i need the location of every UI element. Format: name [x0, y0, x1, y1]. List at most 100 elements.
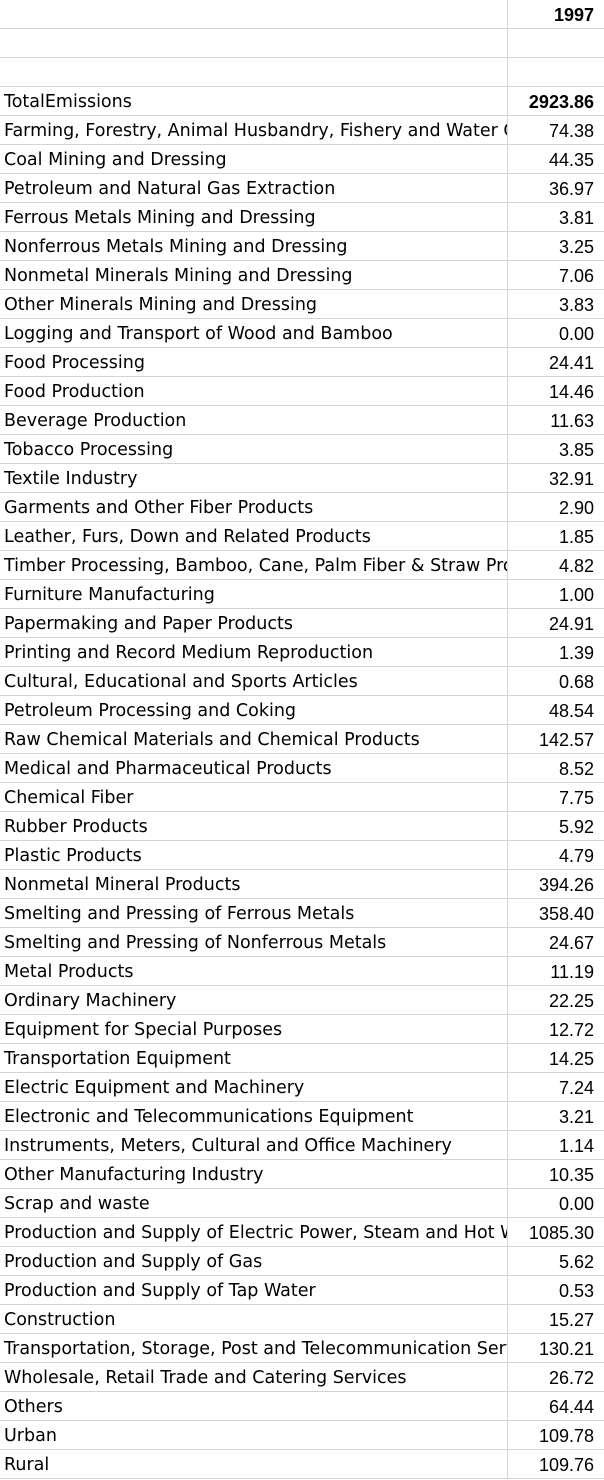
sector-label-cell[interactable]: Chemical Fiber: [0, 782, 508, 812]
sector-label-cell[interactable]: Transportation, Storage, Post and Teleco…: [0, 1333, 508, 1363]
emission-value-cell[interactable]: 3.25: [507, 231, 604, 261]
emission-value-cell[interactable]: 0.68: [507, 666, 604, 696]
sector-label-cell[interactable]: Wholesale, Retail Trade and Catering Ser…: [0, 1362, 508, 1392]
sector-label-cell[interactable]: Production and Supply of Tap Water: [0, 1275, 508, 1305]
emission-value-cell[interactable]: 14.46: [507, 376, 604, 406]
emission-value-cell[interactable]: 394.26: [507, 869, 604, 899]
sector-label-cell[interactable]: Food Processing: [0, 347, 508, 377]
total-label-cell[interactable]: TotalEmissions: [0, 86, 508, 116]
emission-value-cell[interactable]: 0.00: [507, 1188, 604, 1218]
sector-label-cell[interactable]: Scrap and waste: [0, 1188, 508, 1218]
sector-label-cell[interactable]: Tobacco Processing: [0, 434, 508, 464]
sector-label-cell[interactable]: Smelting and Pressing of Nonferrous Meta…: [0, 927, 508, 957]
emission-value-cell[interactable]: 24.91: [507, 608, 604, 638]
sector-label-cell[interactable]: Beverage Production: [0, 405, 508, 435]
emission-value-cell[interactable]: 11.19: [507, 956, 604, 986]
emission-value-cell[interactable]: 0.00: [507, 318, 604, 348]
emission-value-cell[interactable]: 4.79: [507, 840, 604, 870]
sector-label-cell[interactable]: Coal Mining and Dressing: [0, 144, 508, 174]
emission-value-cell[interactable]: 5.92: [507, 811, 604, 841]
emission-value-cell[interactable]: 74.38: [507, 115, 604, 145]
sector-label-cell[interactable]: Smelting and Pressing of Ferrous Metals: [0, 898, 508, 928]
total-value-cell[interactable]: 2923.86: [507, 86, 604, 116]
emission-value-cell[interactable]: 64.44: [507, 1391, 604, 1421]
emission-value-cell[interactable]: 14.25: [507, 1043, 604, 1073]
emission-value-cell[interactable]: 3.21: [507, 1101, 604, 1131]
sector-label-cell[interactable]: Equipment for Special Purposes: [0, 1014, 508, 1044]
emission-value-cell[interactable]: 0.53: [507, 1275, 604, 1305]
emission-value-cell[interactable]: 142.57: [507, 724, 604, 754]
blank-cell[interactable]: [507, 28, 604, 58]
emission-value-cell[interactable]: 4.82: [507, 550, 604, 580]
sector-label-cell[interactable]: Nonmetal Minerals Mining and Dressing: [0, 260, 508, 290]
sector-label-cell[interactable]: Electric Equipment and Machinery: [0, 1072, 508, 1102]
emission-value-cell[interactable]: 1085.30: [507, 1217, 604, 1247]
emission-value-cell[interactable]: 7.24: [507, 1072, 604, 1102]
sector-label-cell[interactable]: Others: [0, 1391, 508, 1421]
emission-value-cell[interactable]: 48.54: [507, 695, 604, 725]
sector-label-cell[interactable]: Ordinary Machinery: [0, 985, 508, 1015]
sector-label-cell[interactable]: Food Production: [0, 376, 508, 406]
sector-label-cell[interactable]: Medical and Pharmaceutical Products: [0, 753, 508, 783]
emission-value-cell[interactable]: 7.75: [507, 782, 604, 812]
emission-value-cell[interactable]: 26.72: [507, 1362, 604, 1392]
emission-value-cell[interactable]: 3.83: [507, 289, 604, 319]
sector-label-cell[interactable]: Rural: [0, 1449, 508, 1479]
sector-label-cell[interactable]: Transportation Equipment: [0, 1043, 508, 1073]
emission-value-cell[interactable]: 1.00: [507, 579, 604, 609]
emission-value-cell[interactable]: 36.97: [507, 173, 604, 203]
sector-label-cell[interactable]: Cultural, Educational and Sports Article…: [0, 666, 508, 696]
sector-label-cell[interactable]: Petroleum Processing and Coking: [0, 695, 508, 725]
sector-label-cell[interactable]: Instruments, Meters, Cultural and Office…: [0, 1130, 508, 1160]
blank-cell[interactable]: [0, 57, 508, 87]
sector-label-cell[interactable]: Construction: [0, 1304, 508, 1334]
sector-label-cell[interactable]: Plastic Products: [0, 840, 508, 870]
sector-label-cell[interactable]: Leather, Furs, Down and Related Products: [0, 521, 508, 551]
sector-label-cell[interactable]: Rubber Products: [0, 811, 508, 841]
emission-value-cell[interactable]: 3.81: [507, 202, 604, 232]
emission-value-cell[interactable]: 24.41: [507, 347, 604, 377]
emission-value-cell[interactable]: 109.76: [507, 1449, 604, 1479]
sector-label-cell[interactable]: Raw Chemical Materials and Chemical Prod…: [0, 724, 508, 754]
sector-label-cell[interactable]: Papermaking and Paper Products: [0, 608, 508, 638]
sector-label-cell[interactable]: Other Minerals Mining and Dressing: [0, 289, 508, 319]
emission-value-cell[interactable]: 3.85: [507, 434, 604, 464]
blank-cell[interactable]: [0, 28, 508, 58]
emission-value-cell[interactable]: 12.72: [507, 1014, 604, 1044]
sector-label-cell[interactable]: Nonmetal Mineral Products: [0, 869, 508, 899]
emission-value-cell[interactable]: 358.40: [507, 898, 604, 928]
sector-label-cell[interactable]: Garments and Other Fiber Products: [0, 492, 508, 522]
sector-label-cell[interactable]: Nonferrous Metals Mining and Dressing: [0, 231, 508, 261]
emission-value-cell[interactable]: 15.27: [507, 1304, 604, 1334]
emission-value-cell[interactable]: 24.67: [507, 927, 604, 957]
emission-value-cell[interactable]: 1.39: [507, 637, 604, 667]
emission-value-cell[interactable]: 2.90: [507, 492, 604, 522]
sector-label-cell[interactable]: Printing and Record Medium Reproduction: [0, 637, 508, 667]
blank-cell[interactable]: [507, 57, 604, 87]
header-label-cell[interactable]: [0, 0, 508, 29]
sector-label-cell[interactable]: Furniture Manufacturing: [0, 579, 508, 609]
emission-value-cell[interactable]: 11.63: [507, 405, 604, 435]
sector-label-cell[interactable]: Urban: [0, 1420, 508, 1450]
emission-value-cell[interactable]: 22.25: [507, 985, 604, 1015]
sector-label-cell[interactable]: Timber Processing, Bamboo, Cane, Palm Fi…: [0, 550, 508, 580]
emission-value-cell[interactable]: 10.35: [507, 1159, 604, 1189]
year-header-cell[interactable]: 1997: [507, 0, 604, 29]
sector-label-cell[interactable]: Production and Supply of Gas: [0, 1246, 508, 1276]
sector-label-cell[interactable]: Petroleum and Natural Gas Extraction: [0, 173, 508, 203]
sector-label-cell[interactable]: Textile Industry: [0, 463, 508, 493]
sector-label-cell[interactable]: Production and Supply of Electric Power,…: [0, 1217, 508, 1247]
emission-value-cell[interactable]: 1.14: [507, 1130, 604, 1160]
emission-value-cell[interactable]: 1.85: [507, 521, 604, 551]
sector-label-cell[interactable]: Farming, Forestry, Animal Husbandry, Fis…: [0, 115, 508, 145]
sector-label-cell[interactable]: Logging and Transport of Wood and Bamboo: [0, 318, 508, 348]
sector-label-cell[interactable]: Electronic and Telecommunications Equipm…: [0, 1101, 508, 1131]
emission-value-cell[interactable]: 5.62: [507, 1246, 604, 1276]
emission-value-cell[interactable]: 44.35: [507, 144, 604, 174]
emission-value-cell[interactable]: 109.78: [507, 1420, 604, 1450]
sector-label-cell[interactable]: Ferrous Metals Mining and Dressing: [0, 202, 508, 232]
emission-value-cell[interactable]: 130.21: [507, 1333, 604, 1363]
sector-label-cell[interactable]: Other Manufacturing Industry: [0, 1159, 508, 1189]
emission-value-cell[interactable]: 7.06: [507, 260, 604, 290]
emission-value-cell[interactable]: 8.52: [507, 753, 604, 783]
